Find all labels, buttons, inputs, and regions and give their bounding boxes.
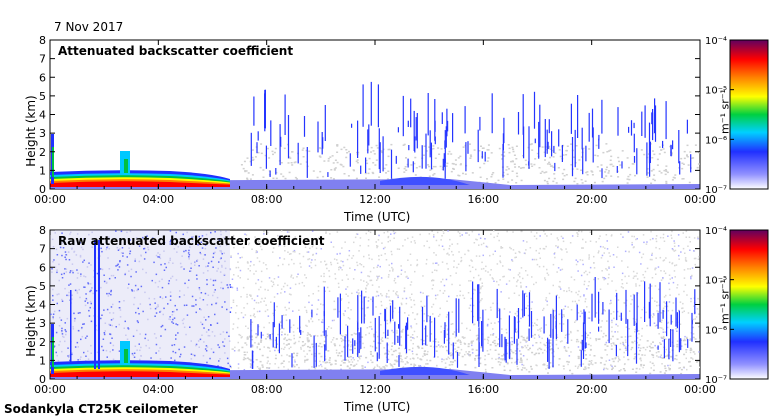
panel-attenuated-backscatter: 0 1 2 3 4 5 6 7 8 00:00 04:00 08:00 12:00 16:00 20:00 0… (34, 34, 716, 206)
x-tick-label: 12:00 (359, 383, 391, 396)
y-tick-label: 0 (39, 373, 46, 386)
y-tick-label: 1 (39, 354, 46, 367)
y-tick-label: 8 (39, 224, 46, 237)
instrument-label: Sodankyla CT25K ceilometer (4, 402, 198, 416)
colorbar-tick-label: 10⁻⁵ (705, 276, 727, 287)
y-tick-label: 1 (39, 164, 46, 177)
colorbar: 10⁻⁴ 10⁻⁵ 10⁻⁶ 10⁻⁷ (705, 36, 769, 196)
panel-raw-backscatter: 0 1 2 3 4 5 6 7 8 00:00 04:00 08:00 12:00 16:00 20:00 0… (34, 224, 716, 396)
x-tick-label: 08:00 (251, 193, 283, 206)
y-tick-label: 7 (39, 243, 46, 256)
x-tick-label: 20:00 (576, 383, 608, 396)
y-axis-label: Height (km) (24, 285, 38, 357)
y-tick-label: 8 (39, 34, 46, 47)
colorbar-tick-label: 10⁻⁶ (705, 325, 727, 336)
x-axis-label: Time (UTC) (344, 210, 411, 224)
date-label: 7 Nov 2017 (54, 20, 124, 34)
y-tick-label: 6 (39, 261, 46, 274)
axes: 0 1 2 3 4 5 6 7 8 00:00 04:00 08:00 12:00 16:00 20:00 0… (34, 224, 716, 396)
chart-title: Attenuated backscatter coefficient (58, 44, 294, 58)
colorbar-label: m⁻¹ sr⁻¹ (718, 279, 732, 324)
x-tick-label: 04:00 (142, 193, 174, 206)
colorbar-tick-label: 10⁻⁵ (705, 86, 727, 97)
y-tick-label: 2 (39, 336, 46, 349)
x-tick-label: 16:00 (467, 193, 499, 206)
x-tick-label: 20:00 (576, 193, 608, 206)
chart-title: Raw attenuated backscatter coefficient (58, 234, 325, 248)
x-tick-label: 04:00 (142, 383, 174, 396)
y-tick-label: 4 (39, 109, 46, 122)
colorbar-label: m⁻¹ sr⁻¹ (718, 89, 732, 134)
colorbar-gradient (729, 229, 769, 380)
colorbar-tick-label: 10⁻⁷ (705, 185, 727, 196)
y-tick-label: 5 (39, 280, 46, 293)
x-axis-label: Time (UTC) (344, 400, 411, 414)
colorbar-tick-label: 10⁻⁴ (705, 36, 727, 47)
x-tick-label: 00:00 (684, 383, 716, 396)
colorbar-tick-label: 10⁻⁴ (705, 226, 727, 237)
x-tick-label: 12:00 (359, 193, 391, 206)
y-tick-label: 4 (39, 299, 46, 312)
axes: 0 1 2 3 4 5 6 7 8 00:00 04:00 08:00 12:00 16:00 20:00 0… (34, 34, 716, 206)
y-tick-label: 6 (39, 71, 46, 84)
y-tick-label: 7 (39, 53, 46, 66)
x-tick-label: 08:00 (251, 383, 283, 396)
y-tick-label: 3 (39, 317, 46, 330)
x-tick-label: 00:00 (34, 383, 66, 396)
x-tick-label: 00:00 (684, 193, 716, 206)
colorbar-gradient (729, 39, 769, 190)
y-tick-label: 3 (39, 127, 46, 140)
colorbar: 10⁻⁴ 10⁻⁵ 10⁻⁶ 10⁻⁷ (705, 226, 769, 386)
y-tick-label: 0 (39, 183, 46, 196)
x-tick-label: 16:00 (467, 383, 499, 396)
colorbar-tick-label: 10⁻⁶ (705, 135, 727, 146)
y-tick-label: 5 (39, 90, 46, 103)
y-axis-label: Height (km) (24, 95, 38, 167)
y-tick-label: 2 (39, 146, 46, 159)
x-tick-label: 00:00 (34, 193, 66, 206)
colorbar-tick-label: 10⁻⁷ (705, 375, 727, 386)
